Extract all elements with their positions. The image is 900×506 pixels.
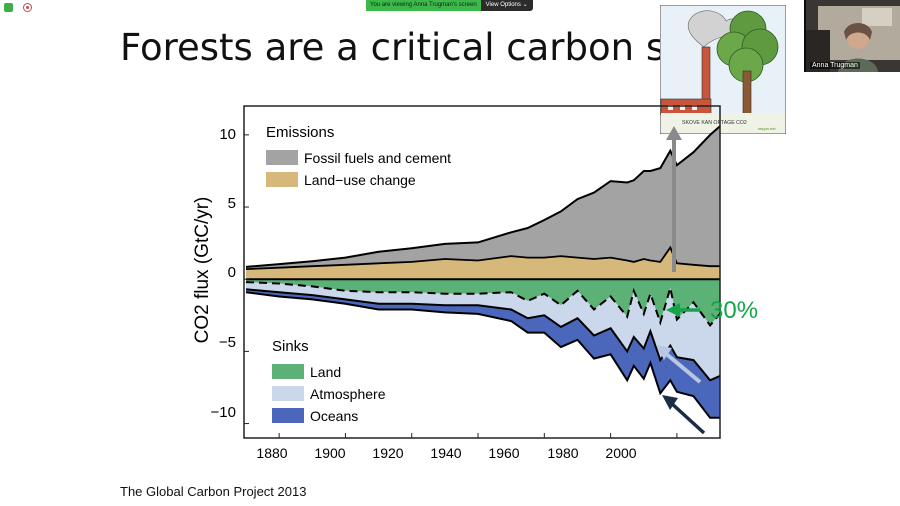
- x-tick-label: 1880: [256, 445, 287, 461]
- legend-label-atmosphere: Atmosphere: [310, 386, 386, 402]
- record-icon[interactable]: [23, 3, 32, 12]
- sinks-legend-title: Sinks: [272, 338, 309, 355]
- legend-swatch-landuse: [266, 172, 298, 187]
- y-tick-label: −5: [219, 334, 236, 351]
- area-fossil-fuels: [246, 126, 720, 270]
- slide-title: Forests are a critical carbon sink: [120, 26, 721, 69]
- legend-label-land: Land: [310, 364, 341, 380]
- cartoon-credit: seppo.net: [758, 126, 776, 131]
- carbon-flux-chart: 10 5 0 −5 −10 1880 1900 1920 1940 1960 1…: [192, 105, 758, 461]
- x-tick-label: 1900: [314, 445, 345, 461]
- line-atmosphere: [245, 288, 721, 382]
- emissions-legend-title: Emissions: [266, 124, 334, 141]
- participant-video[interactable]: Anna Trugman: [804, 0, 900, 72]
- x-tick-label: 1940: [430, 445, 461, 461]
- area-atmosphere: [246, 282, 720, 381]
- chart-lines: [245, 125, 721, 419]
- line-land-sink: [245, 281, 721, 328]
- line-total-emissions: [245, 125, 721, 268]
- y-tick-label: 10: [219, 126, 236, 143]
- x-tick-label: 1920: [372, 445, 403, 461]
- x-tick-label: 1980: [547, 445, 578, 461]
- legend-swatch-atmosphere: [272, 386, 304, 401]
- area-land-use: [246, 247, 720, 280]
- legend-swatch-oceans: [272, 408, 304, 423]
- line-land-use: [245, 245, 720, 270]
- video-feed: [806, 0, 900, 72]
- legend-label-landuse: Land−use change: [304, 172, 416, 188]
- arrow-dark-blue: [668, 400, 706, 435]
- y-axis: 10 5 0 −5 −10: [211, 126, 249, 425]
- legend-label-fossil: Fossil fuels and cement: [304, 150, 451, 166]
- participant-name: Anna Trugman: [810, 62, 860, 69]
- legend-swatch-fossil: [266, 150, 298, 165]
- annotation-arrows: [656, 126, 706, 435]
- plot-frame: [243, 105, 721, 439]
- window-controls: [4, 3, 32, 12]
- arrow-green-head: [666, 303, 680, 317]
- arrow-gray-head: [666, 126, 682, 140]
- share-status-text: You are viewing Anna Trugman's screen: [366, 0, 481, 11]
- app-icon[interactable]: [4, 3, 13, 12]
- callout-percentage: 30%: [710, 297, 758, 324]
- view-options-button[interactable]: View Options ⌄: [480, 0, 533, 11]
- area-oceans: [246, 289, 720, 418]
- arrow-dark-blue-head: [662, 395, 678, 410]
- cartoon-caption: SKOVE KAN OPTAGE CO2: [682, 120, 747, 126]
- factory-tree-cartoon: SKOVE KAN OPTAGE CO2 seppo.net: [660, 5, 786, 134]
- legend-swatch-land: [272, 364, 304, 379]
- x-tick-label: 2000: [605, 445, 636, 461]
- x-axis: 1880 1900 1920 1940 1960 1980 2000: [256, 433, 678, 461]
- source-citation: The Global Carbon Project 2013: [120, 484, 307, 499]
- legend-label-oceans: Oceans: [310, 408, 358, 424]
- x-tick-label: 1960: [488, 445, 519, 461]
- y-axis-label: CO2 flux (GtC/yr): [192, 197, 213, 344]
- y-tick-label: −10: [211, 404, 236, 421]
- y-tick-label: 0: [228, 264, 236, 281]
- arrow-light-blue-head: [656, 345, 672, 360]
- line-oceans: [245, 291, 720, 419]
- arrow-light-blue: [662, 350, 702, 384]
- screen-share-banner: You are viewing Anna Trugman's screen Vi…: [366, 0, 533, 11]
- y-tick-label: 5: [228, 195, 236, 212]
